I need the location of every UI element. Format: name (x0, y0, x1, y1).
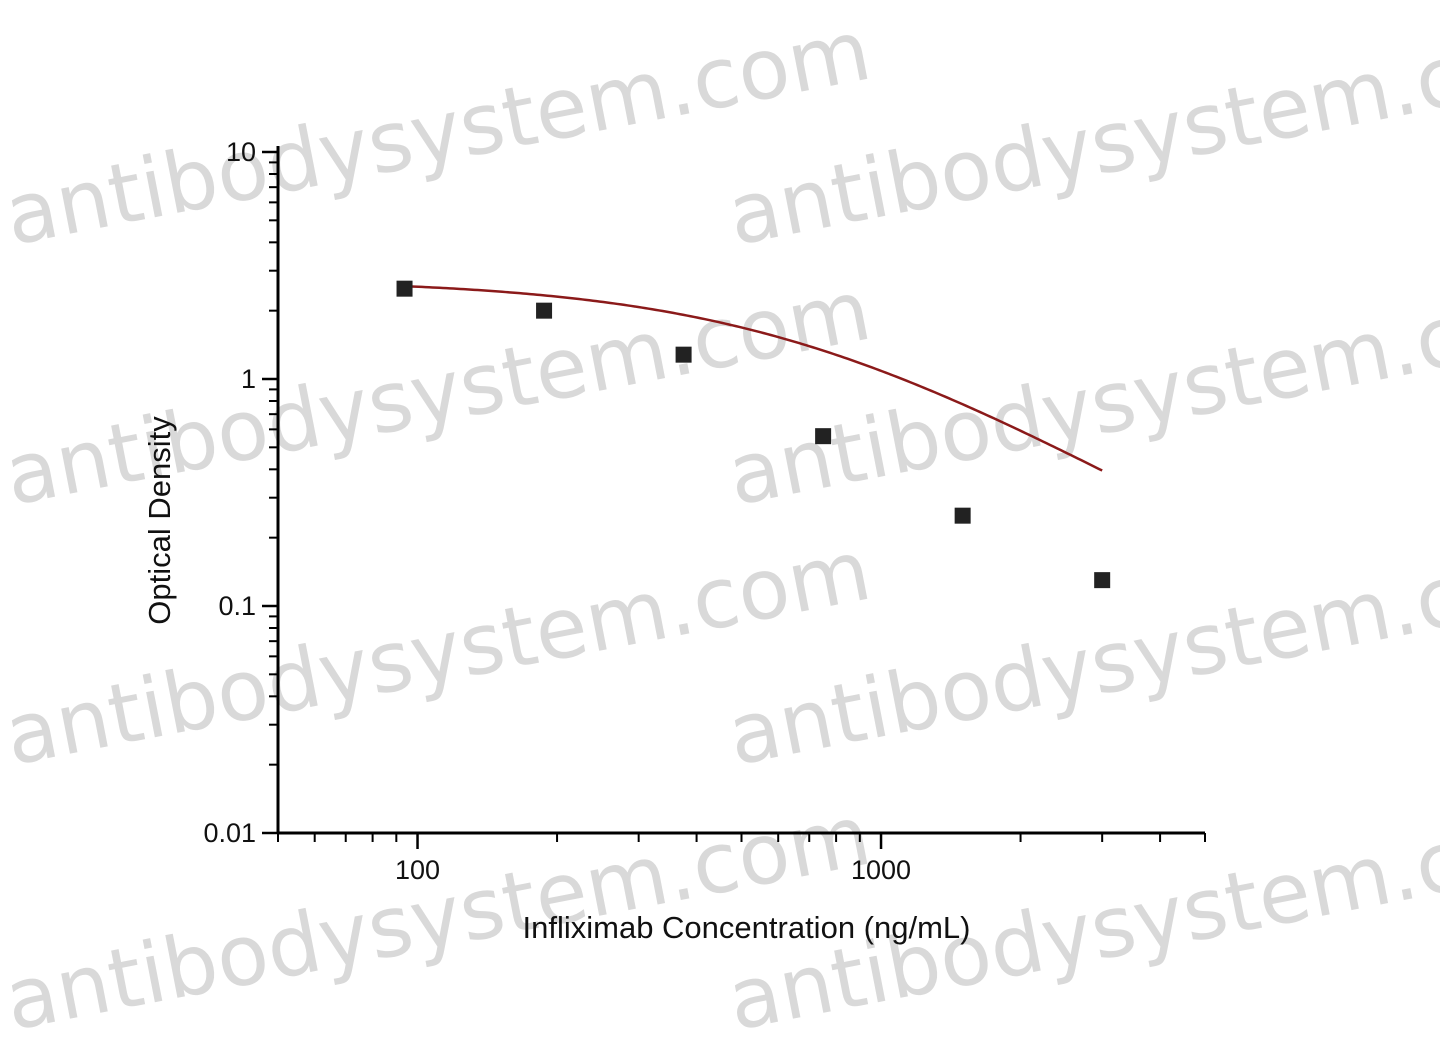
data-points-layer (396, 280, 1111, 589)
data-point (396, 280, 413, 297)
data-point (675, 346, 692, 363)
axes-layer (262, 146, 1206, 849)
x-tick-label: 100 (395, 855, 440, 885)
y-tick-label: 10 (226, 137, 256, 167)
data-point (1094, 572, 1111, 589)
data-point (536, 302, 553, 319)
x-tick-label: 1000 (851, 855, 911, 885)
y-tick-label: 0.1 (218, 591, 256, 621)
y-tick-label: 1 (241, 364, 256, 394)
data-point (815, 428, 832, 445)
y-axis-title: Optical Density (142, 416, 177, 625)
fit-curve-layer (404, 284, 1103, 472)
data-point (954, 507, 971, 524)
x-axis-title: Infliximab Concentration (ng/mL) (523, 910, 971, 945)
axis-labels-layer: 10 1 0.1 0.01 100 1000 Infliximab Concentratio… (142, 137, 970, 945)
fit-curve (404, 284, 1103, 472)
y-tick-label: 0.01 (203, 818, 256, 848)
